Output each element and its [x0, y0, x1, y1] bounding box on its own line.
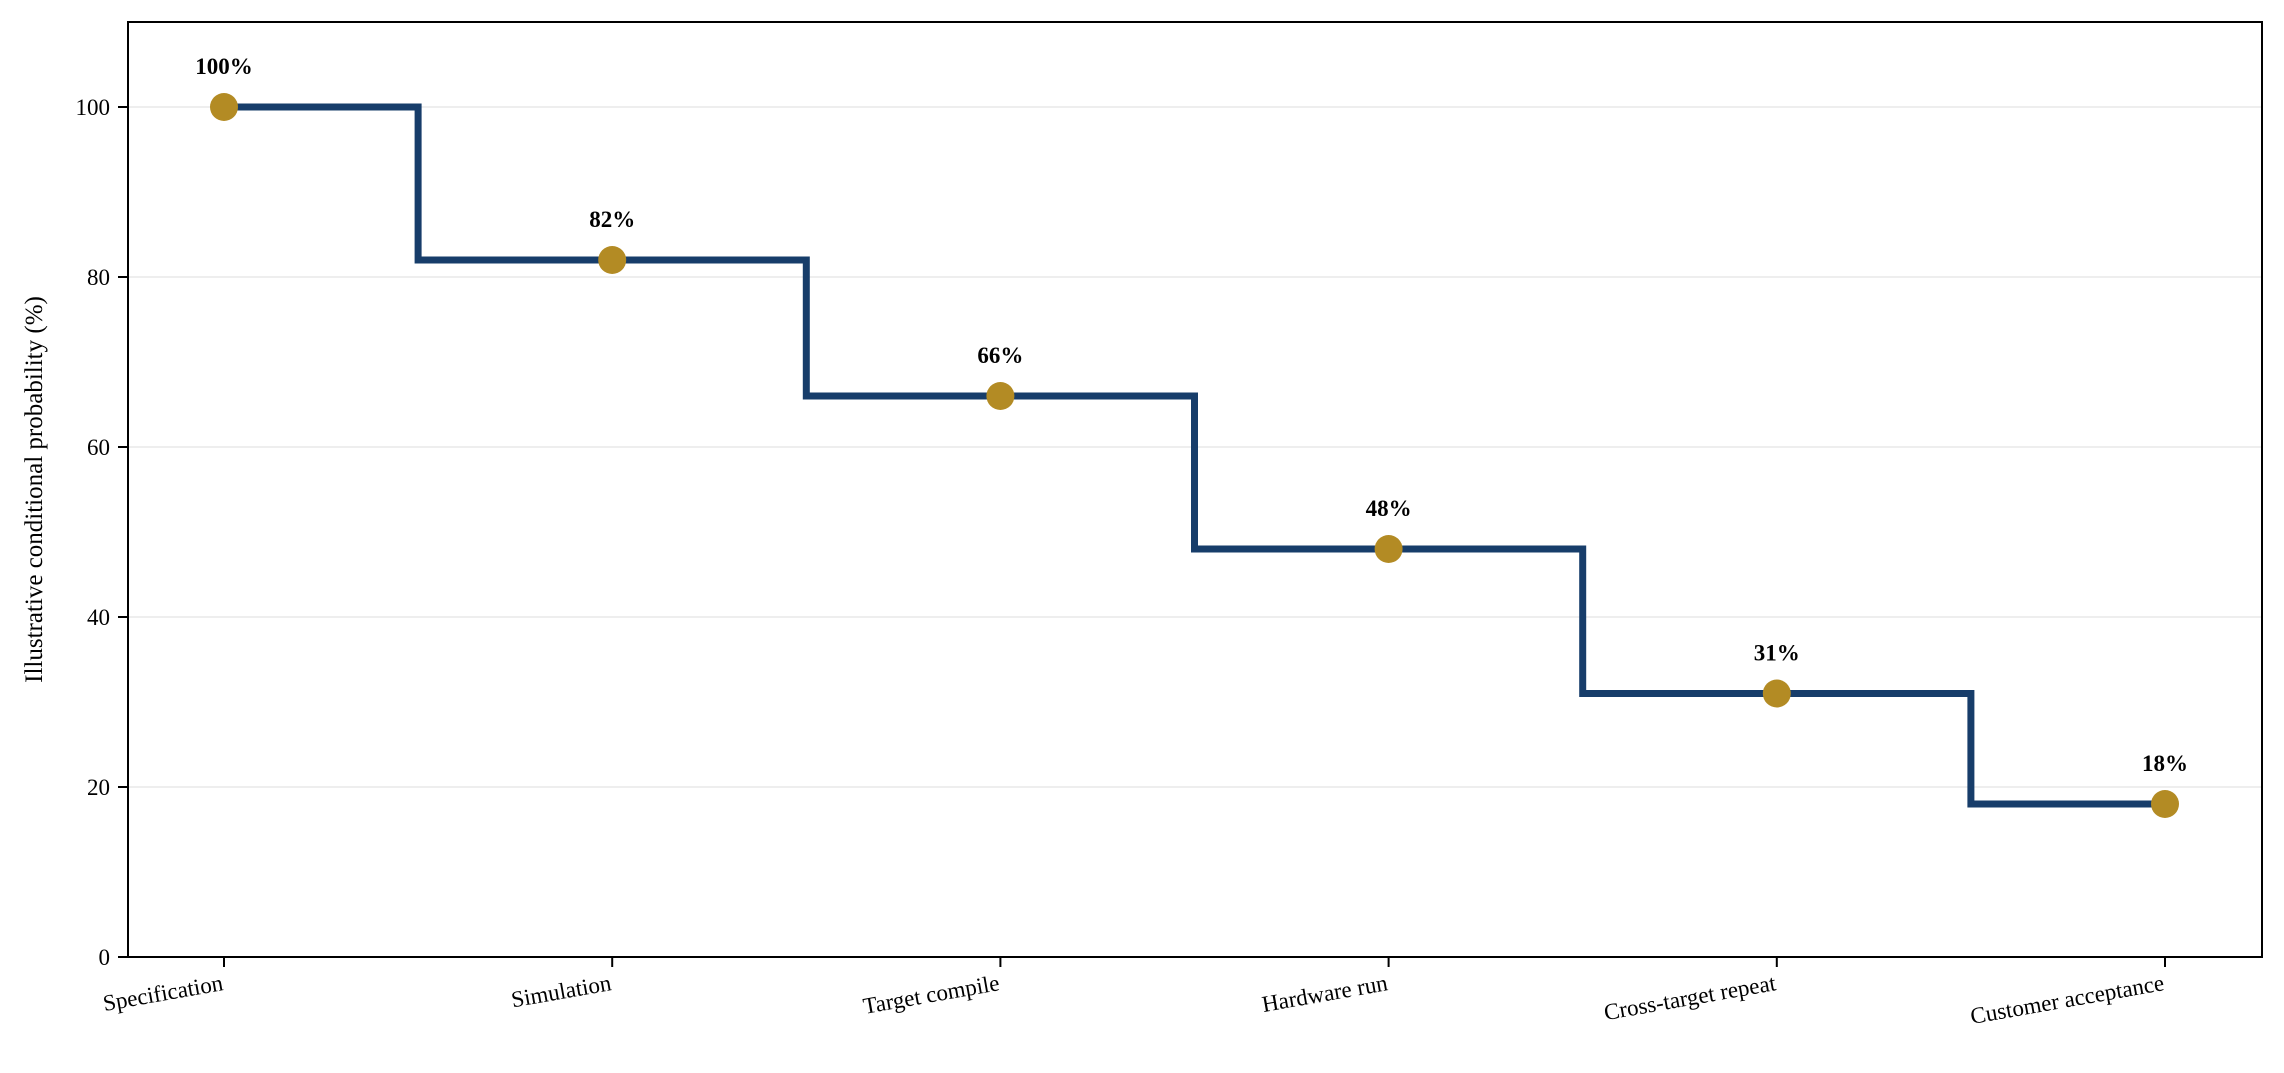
- y-tick-label-1: 20: [87, 775, 110, 800]
- x-axis-ticks: Specification Simulation Target compile Har…: [101, 957, 2166, 1029]
- plot-area-frame: [127, 21, 2263, 958]
- y-tick-label-2: 40: [87, 605, 110, 630]
- y-tick-label-5: 100: [76, 95, 111, 120]
- y-tick-label-4: 80: [87, 265, 110, 290]
- data-point-2: [986, 382, 1015, 410]
- y-axis-ticks: 0 20 40 60 80 100: [76, 95, 128, 970]
- data-points: [210, 93, 2179, 818]
- data-label-1: 82%: [589, 207, 635, 232]
- data-point-4: [1762, 679, 1791, 708]
- x-tick-label-3: Hardware run: [1260, 970, 1390, 1017]
- x-tick-label-0: Specification: [101, 970, 225, 1016]
- x-tick-label-4: Cross-target repeat: [1602, 970, 1778, 1025]
- data-point-5: [2151, 790, 2179, 818]
- x-tick-label-2: Target compile: [861, 970, 1001, 1019]
- data-labels: 100% 82% 66% 48% 31% 18%: [195, 54, 2188, 776]
- data-label-5: 18%: [2142, 751, 2188, 776]
- data-point-3: [1374, 535, 1403, 563]
- data-label-0: 100%: [195, 54, 253, 79]
- data-label-3: 48%: [1366, 496, 1412, 521]
- y-axis-label: Illustrative conditional probability (%): [21, 296, 48, 683]
- data-point-0: [210, 93, 238, 121]
- x-tick-label-5: Customer acceptance: [1968, 970, 2165, 1029]
- y-tick-label-0: 0: [99, 945, 111, 970]
- step-line-series: [224, 103, 2165, 808]
- data-label-2: 66%: [977, 343, 1023, 368]
- y-tick-label-3: 60: [87, 435, 110, 460]
- data-label-4: 31%: [1754, 641, 1800, 666]
- x-tick-label-1: Simulation: [509, 970, 613, 1012]
- series: [224, 103, 2165, 808]
- data-point-1: [598, 246, 627, 274]
